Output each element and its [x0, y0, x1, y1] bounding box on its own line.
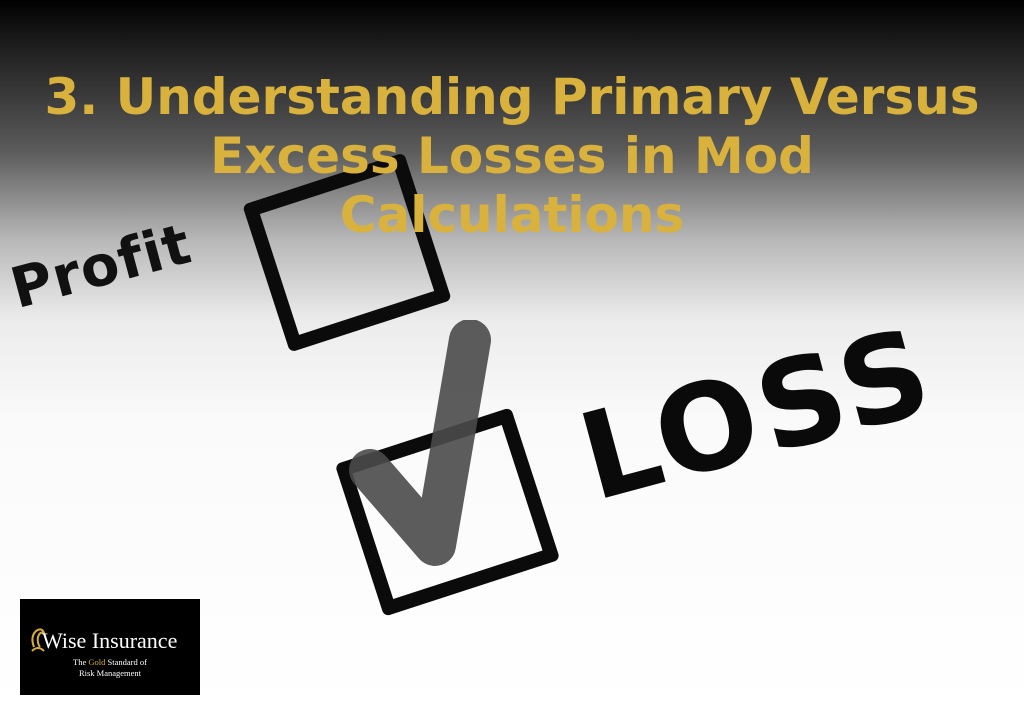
- tagline-pre: The: [73, 657, 89, 667]
- wise-insurance-logo: Wise Insurance The Gold Standard of Risk…: [20, 599, 200, 695]
- tagline-post: Standard of: [105, 657, 147, 667]
- title-line-1: 3. Understanding Primary Versus: [44, 68, 980, 126]
- title-line-2: Excess Losses in Mod: [210, 127, 814, 185]
- title-line-3: Calculations: [339, 186, 685, 244]
- logo-tagline-2: Risk Management: [78, 668, 142, 678]
- emblem-icon: [31, 628, 46, 652]
- logo-name: Wise Insurance: [42, 628, 178, 653]
- logo-tagline-1: The Gold Standard of: [20, 657, 200, 667]
- checkmark-icon: [349, 320, 491, 566]
- loss-word: LOSS: [566, 301, 948, 529]
- tagline-gold: Gold: [88, 657, 106, 667]
- page-title: 3. Understanding Primary Versus Excess L…: [0, 68, 1024, 245]
